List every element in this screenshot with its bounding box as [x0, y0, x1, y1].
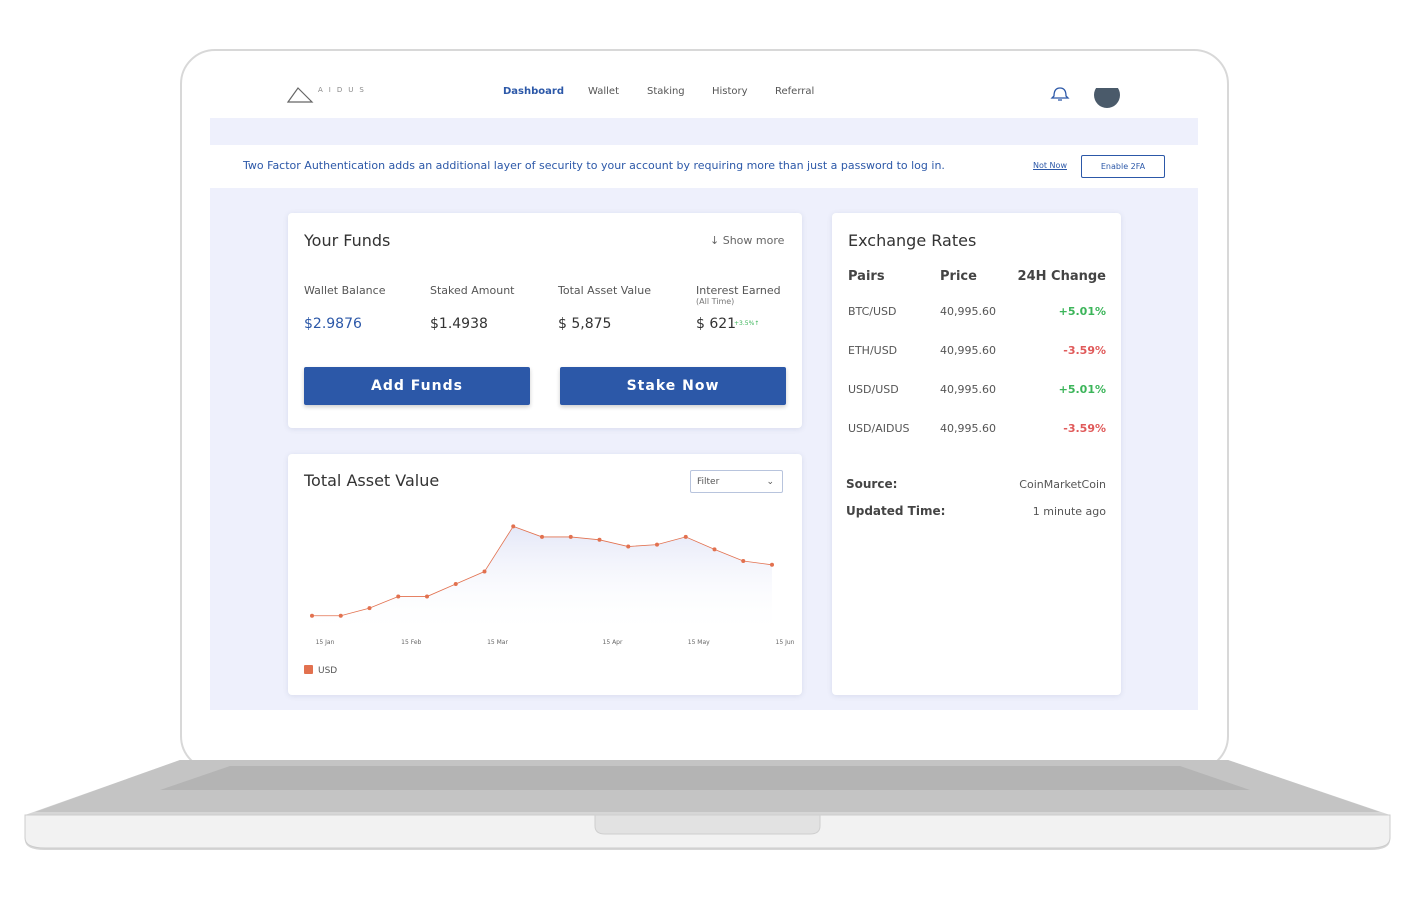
- x-tick-label: 15 May: [688, 639, 710, 646]
- x-tick-label: 15 Jun: [776, 639, 795, 646]
- rate-pair: ETH/USD: [848, 344, 898, 357]
- fund-label: Staked Amount: [430, 284, 515, 297]
- x-tick-label: 15 Mar: [487, 639, 508, 646]
- interest-change: +3.5%↑: [734, 320, 760, 327]
- nav-link[interactable]: Wallet: [588, 86, 620, 97]
- card-title: Total Asset Value: [304, 471, 440, 490]
- fund-value: $ 5,875: [558, 316, 612, 332]
- source-value: CoinMarketCoin: [1019, 478, 1106, 491]
- point: [712, 547, 717, 552]
- point: [511, 524, 516, 529]
- x-tick-label: 15 Apr: [603, 639, 623, 646]
- point: [425, 594, 429, 599]
- filter-text[interactable]: Filter: [697, 477, 720, 487]
- nav-link[interactable]: History: [712, 86, 748, 97]
- rate-pair: BTC/USD: [848, 305, 897, 318]
- point: [482, 569, 487, 574]
- stake-now-button[interactable]: Stake Now: [560, 367, 786, 405]
- rate-change: -3.59%: [1063, 422, 1106, 435]
- nav-link[interactable]: Dashboard: [503, 86, 564, 97]
- x-tick-label: 15 Feb: [401, 639, 421, 646]
- rate-price: 40,995.60: [940, 422, 996, 435]
- card-title: Your Funds: [304, 231, 391, 250]
- rate-price: 40,995.60: [940, 383, 996, 396]
- funds-card: Your Funds ↓ Show more Wallet Balance St…: [288, 213, 802, 428]
- col-header: 24H Change: [1017, 269, 1106, 284]
- fund-label: Total Asset Value: [558, 284, 651, 297]
- asset-card: Total Asset Value Filter ⌄ 15 Jan 15 Feb 15…: [288, 454, 802, 695]
- rates-card: Exchange Rates Pairs Price 24H Change BT…: [832, 213, 1121, 695]
- point: [770, 562, 774, 567]
- rate-change: +5.01%: [1058, 305, 1106, 318]
- point: [626, 544, 631, 549]
- area: [312, 526, 772, 635]
- point: [367, 606, 372, 611]
- show-more-text[interactable]: Show more: [722, 234, 785, 247]
- nav-link[interactable]: Staking: [647, 86, 685, 97]
- fund-label: Wallet Balance: [304, 284, 386, 297]
- x-tick-label: 15 Jan: [316, 639, 335, 646]
- point: [568, 534, 573, 539]
- point: [310, 613, 314, 618]
- legend-swatch: [304, 665, 313, 674]
- point: [597, 537, 602, 542]
- add-funds-button[interactable]: Add Funds: [304, 367, 530, 405]
- point: [338, 613, 343, 618]
- point: [453, 582, 458, 587]
- nav-link[interactable]: Referral: [775, 86, 815, 97]
- rate-pair: USD/AIDUS: [848, 422, 910, 435]
- legend-label: USD: [318, 666, 337, 676]
- point: [396, 594, 401, 599]
- updated-label: Updated Time:: [846, 504, 946, 518]
- show-more[interactable]: ↓ Show more: [710, 234, 785, 247]
- source-label: Source:: [846, 477, 898, 491]
- not-now-link[interactable]: Not Now: [1033, 161, 1067, 170]
- point: [540, 534, 544, 539]
- rate-change: +5.01%: [1058, 383, 1106, 396]
- chevron: ⌄: [766, 477, 774, 487]
- fund-value: $2.9876: [304, 316, 362, 332]
- fund-label: Interest Earned: [696, 284, 781, 297]
- banner-message: Two Factor Authentication adds an additi…: [243, 159, 945, 172]
- rate-price: 40,995.60: [940, 305, 996, 318]
- point: [655, 542, 659, 547]
- card-title: Exchange Rates: [848, 231, 977, 250]
- rate-pair: USD/USD: [848, 383, 899, 396]
- col-header: Price: [940, 269, 977, 284]
- fund-value: $ 621: [696, 316, 737, 332]
- rate-change: -3.59%: [1063, 344, 1106, 357]
- point: [683, 534, 688, 539]
- fund-sublabel: (All Time): [696, 297, 735, 306]
- enable-2fa-button[interactable]: Enable 2FA: [1081, 155, 1165, 178]
- col-header: Pairs: [848, 269, 885, 284]
- filter-dropdown[interactable]: Filter ⌄: [690, 470, 783, 493]
- point: [741, 558, 746, 563]
- line-chart: 15 Jan 15 Feb 15 Mar 15 Apr 15 May 15 Jun USD: [304, 524, 795, 676]
- logo: AIDUS: [318, 86, 370, 94]
- rate-price: 40,995.60: [940, 344, 996, 357]
- fund-value: $1.4938: [430, 316, 488, 332]
- updated-value: 1 minute ago: [1032, 505, 1106, 518]
